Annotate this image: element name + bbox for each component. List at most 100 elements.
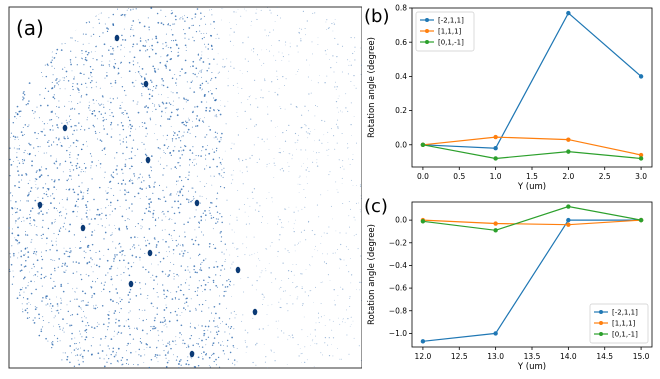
speckle-dot xyxy=(25,265,27,267)
speckle-dot xyxy=(211,313,212,314)
speckle-dot xyxy=(129,62,131,64)
speckle-dot xyxy=(13,136,15,138)
speckle-dot xyxy=(308,110,309,111)
speckle-dot xyxy=(127,343,129,345)
speckle-dot xyxy=(93,199,94,200)
speckle-dot xyxy=(120,49,121,50)
speckle-dot xyxy=(171,126,172,127)
speckle-dot xyxy=(9,227,10,228)
dense-cluster xyxy=(253,309,258,315)
speckle-dot xyxy=(85,34,86,35)
speckle-dot xyxy=(146,74,147,75)
speckle-dot xyxy=(214,151,216,153)
speckle-dot xyxy=(10,253,11,254)
speckle-dot xyxy=(164,291,165,292)
speckle-dot xyxy=(209,246,210,247)
speckle-dot xyxy=(242,42,243,43)
speckle-dot xyxy=(157,354,159,356)
speckle-dot xyxy=(129,120,131,122)
speckle-dot xyxy=(173,253,174,254)
speckle-dot xyxy=(154,105,155,106)
speckle-dot xyxy=(216,364,217,365)
speckle-dot xyxy=(89,21,90,22)
speckle-dot xyxy=(95,13,96,14)
speckle-dot xyxy=(173,135,174,136)
speckle-dot xyxy=(92,281,93,282)
speckle-dot xyxy=(18,332,20,334)
speckle-dot xyxy=(206,102,207,103)
speckle-dot xyxy=(87,16,89,18)
speckle-dot xyxy=(10,48,11,49)
speckle-dot xyxy=(28,183,29,184)
x-axis-label: Y (um) xyxy=(517,182,546,190)
speckle-dot xyxy=(139,74,140,75)
speckle-dot xyxy=(25,254,26,255)
speckle-dot xyxy=(41,167,42,168)
speckle-dot xyxy=(110,363,111,364)
speckle-dot xyxy=(12,214,13,215)
speckle-dot xyxy=(74,125,76,127)
speckle-dot xyxy=(201,71,202,72)
speckle-dot xyxy=(65,352,66,353)
speckle-dot xyxy=(295,133,296,134)
speckle-dot xyxy=(96,165,97,166)
speckle-dot xyxy=(48,91,49,92)
speckle-dot xyxy=(246,224,247,225)
speckle-dot xyxy=(204,117,205,118)
speckle-dot xyxy=(166,251,167,252)
speckle-dot xyxy=(222,265,224,267)
speckle-dot xyxy=(345,23,346,24)
speckle-dot xyxy=(216,331,217,332)
speckle-dot xyxy=(109,225,110,226)
speckle-dot xyxy=(94,218,96,220)
speckle-dot xyxy=(275,92,276,93)
speckle-dot xyxy=(74,108,75,109)
speckle-dot xyxy=(163,294,164,295)
speckle-dot xyxy=(312,230,313,231)
speckle-dot xyxy=(81,171,82,172)
speckle-dot xyxy=(100,338,102,340)
speckle-dot xyxy=(325,337,326,338)
speckle-dot xyxy=(48,34,49,35)
speckle-dot xyxy=(247,171,248,172)
speckle-dot xyxy=(338,128,339,129)
speckle-dot xyxy=(44,98,45,99)
speckle-dot xyxy=(54,98,55,99)
speckle-dot xyxy=(324,121,325,122)
speckle-dot xyxy=(188,175,189,176)
speckle-dot xyxy=(264,80,265,81)
speckle-dot xyxy=(151,155,153,157)
speckle-dot xyxy=(63,137,64,138)
speckle-dot xyxy=(127,192,128,193)
speckle-dot xyxy=(211,93,213,95)
speckle-dot xyxy=(167,118,169,120)
speckle-dot xyxy=(185,269,186,270)
speckle-dot xyxy=(166,46,167,47)
speckle-dot xyxy=(180,359,181,360)
speckle-dot xyxy=(131,266,132,267)
speckle-dot xyxy=(42,76,43,77)
speckle-dot xyxy=(198,343,199,344)
speckle-dot xyxy=(205,220,206,221)
speckle-dot xyxy=(248,216,249,217)
speckle-dot xyxy=(253,48,254,49)
speckle-dot xyxy=(125,95,126,96)
speckle-dot xyxy=(317,250,318,251)
speckle-dot xyxy=(210,202,212,204)
speckle-dot xyxy=(81,223,82,224)
speckle-dot xyxy=(171,235,172,236)
speckle-dot xyxy=(69,248,70,249)
speckle-dot xyxy=(64,106,65,107)
speckle-dot xyxy=(70,126,72,128)
speckle-dot xyxy=(298,243,299,244)
speckle-dot xyxy=(350,124,351,125)
speckle-dot xyxy=(91,161,93,163)
speckle-dot xyxy=(176,109,177,110)
speckle-dot xyxy=(19,163,20,164)
speckle-dot xyxy=(237,361,238,362)
speckle-dot xyxy=(109,64,110,65)
speckle-dot xyxy=(135,129,136,130)
speckle-dot xyxy=(293,264,294,265)
speckle-dot xyxy=(55,113,56,114)
speckle-dot xyxy=(243,183,244,184)
